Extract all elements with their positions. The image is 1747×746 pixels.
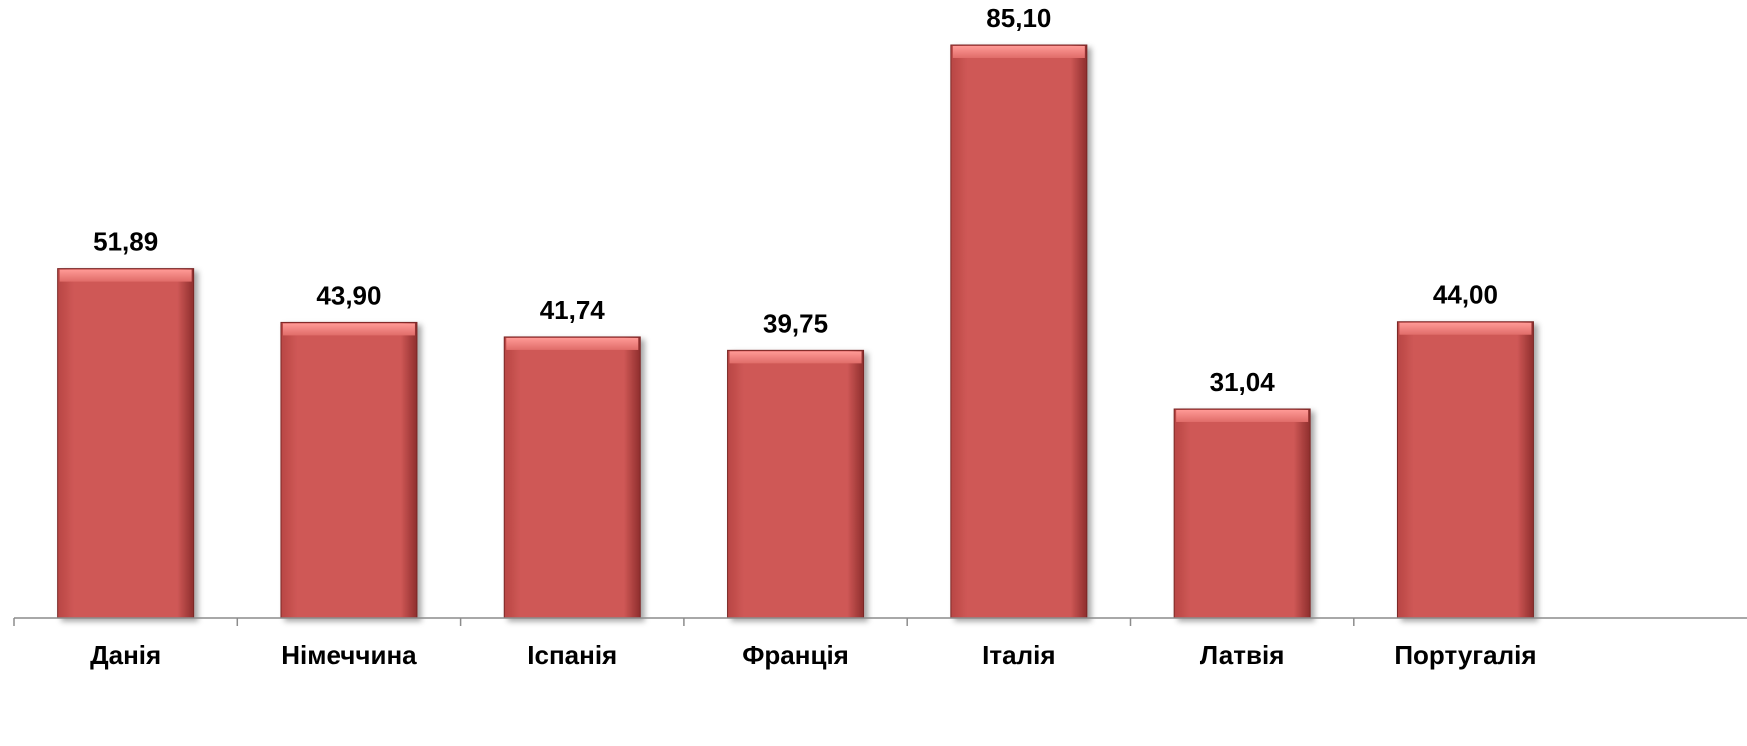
data-label: 41,74 <box>540 295 606 325</box>
category-label: Франція <box>742 640 849 670</box>
category-label: Латвія <box>1200 640 1284 670</box>
bar-face <box>280 321 418 619</box>
category-label: Данія <box>90 640 161 670</box>
category-labels-group: Данія Німеччина Іспанія Франція Італія Латвія… <box>90 640 1536 670</box>
category-label: Італія <box>982 640 1055 670</box>
data-label: 39,75 <box>763 308 828 338</box>
bar-4 <box>950 44 1088 619</box>
category-label: Португалія <box>1394 640 1536 670</box>
bar-0 <box>57 268 195 619</box>
bar-cap <box>729 351 862 364</box>
data-label: 43,90 <box>316 280 381 310</box>
category-label: Іспанія <box>527 640 617 670</box>
bar-cap <box>1399 322 1532 335</box>
bar-cap <box>282 323 415 336</box>
category-label: Німеччина <box>281 640 417 670</box>
bar-2 <box>503 336 641 619</box>
bar-3 <box>727 349 865 619</box>
data-label: 85,10 <box>986 3 1051 33</box>
data-label: 31,04 <box>1210 367 1276 397</box>
bar-face <box>57 268 195 619</box>
bar-face <box>1396 321 1534 619</box>
bar-face <box>1173 408 1311 619</box>
bar-cap <box>1176 409 1309 422</box>
bar-face <box>503 336 641 619</box>
bar-cap <box>952 46 1085 58</box>
bar-5 <box>1173 408 1311 619</box>
bars-group <box>57 44 1534 619</box>
bar-face <box>950 44 1088 619</box>
bar-6 <box>1396 321 1534 619</box>
bar-cap <box>506 337 639 350</box>
bar-cap <box>59 269 192 282</box>
x-axis <box>13 617 1747 626</box>
data-label: 51,89 <box>93 227 158 257</box>
bar-1 <box>280 321 418 619</box>
value-labels-group: 51,89 43,90 41,74 39,75 85,10 31,04 44,00 <box>93 3 1498 397</box>
bar-face <box>727 349 865 619</box>
data-label: 44,00 <box>1433 280 1498 310</box>
